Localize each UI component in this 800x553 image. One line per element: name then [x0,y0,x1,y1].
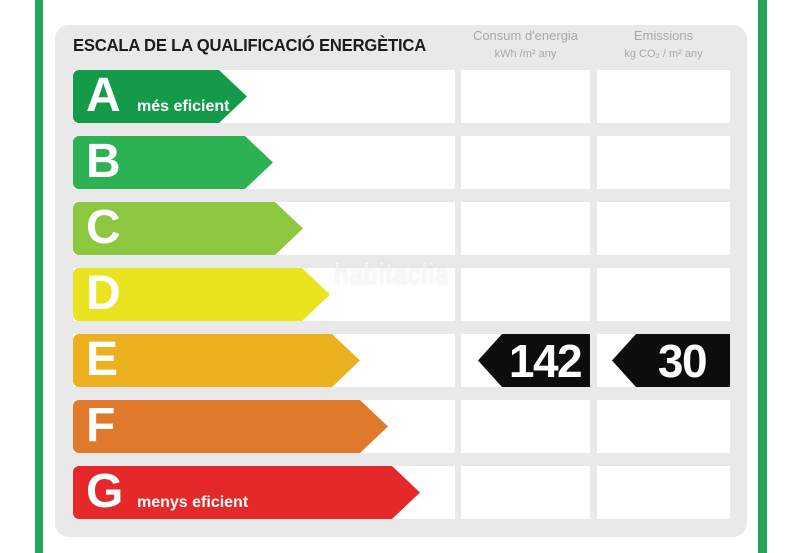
emissions-value-text: 30 [657,334,708,387]
grade-bar-track: B [73,136,455,189]
emissions-cell [597,268,730,321]
consum-column-header: Consum d'energia kWh /m² any [461,28,590,61]
grade-bar-track: D [73,268,455,321]
emissions-cell [597,466,730,519]
consum-cell [461,268,590,321]
consum-value-text: 142 [508,334,583,387]
grade-letter: B [86,134,121,188]
grade-letter: A [86,68,121,122]
grade-bar: A més eficient [73,70,247,123]
grade-bar-track: A més eficient [73,70,455,123]
consum-cell [461,70,590,123]
page-title: ESCALA DE LA QUALIFICACIÓ ENERGÈTICA [73,35,427,55]
consum-column-label: Consum d'energia [472,28,579,43]
emissions-cell [597,400,730,453]
consum-cell [461,202,590,255]
grade-letter: E [86,332,119,386]
grade-bar-track: G menys eficient [73,466,455,519]
scale-row-c: C [55,202,747,255]
left-frame-bar [35,0,43,553]
watermark-smile-icon [337,292,365,302]
scale-row-d: D [55,268,747,321]
consum-column-unit: kWh /m² any [494,47,557,60]
grade-bar: E [73,334,360,387]
grade-note: més eficient [137,98,230,115]
scale-row-a: A més eficient [55,70,747,123]
grade-bar-track: C [73,202,455,255]
grade-bar-track: E [73,334,455,387]
emissions-cell [597,202,730,255]
scale-row-e: E 142 30 [55,334,747,387]
watermark: habitaclia [334,256,449,302]
consum-cell [461,136,590,189]
rating-panel: ESCALA DE LA QUALIFICACIÓ ENERGÈTICA Con… [55,25,747,537]
emissions-cell: 30 [597,334,730,387]
grade-bar: G menys eficient [73,466,420,519]
emissions-value-badge: 30 [612,334,730,387]
consum-cell [461,400,590,453]
emissions-column-header: Emissions kg CO₂ / m² any [597,28,730,61]
consum-cell: 142 [461,334,590,387]
scale-row-f: F [55,400,747,453]
consum-cell [461,466,590,519]
grade-letter: F [86,398,116,452]
grade-letter: D [86,266,121,320]
scale-row-b: B [55,136,747,189]
grade-bar-track: F [73,400,455,453]
scale-row-g: G menys eficient [55,466,747,519]
emissions-column-label: Emissions [633,28,694,43]
grade-note: menys eficient [137,494,249,511]
grade-bar: F [73,400,388,453]
consum-value-badge: 142 [478,334,590,387]
grade-letter: G [86,464,124,518]
emissions-cell [597,70,730,123]
emissions-cell [597,136,730,189]
watermark-text: habitaclia [334,256,449,291]
grade-letter: C [86,200,121,254]
grade-bar: B [73,136,273,189]
emissions-column-unit: kg CO₂ / m² any [624,47,703,60]
grade-bar: C [73,202,303,255]
grade-bar: D [73,268,330,321]
right-frame-bar [758,0,767,553]
